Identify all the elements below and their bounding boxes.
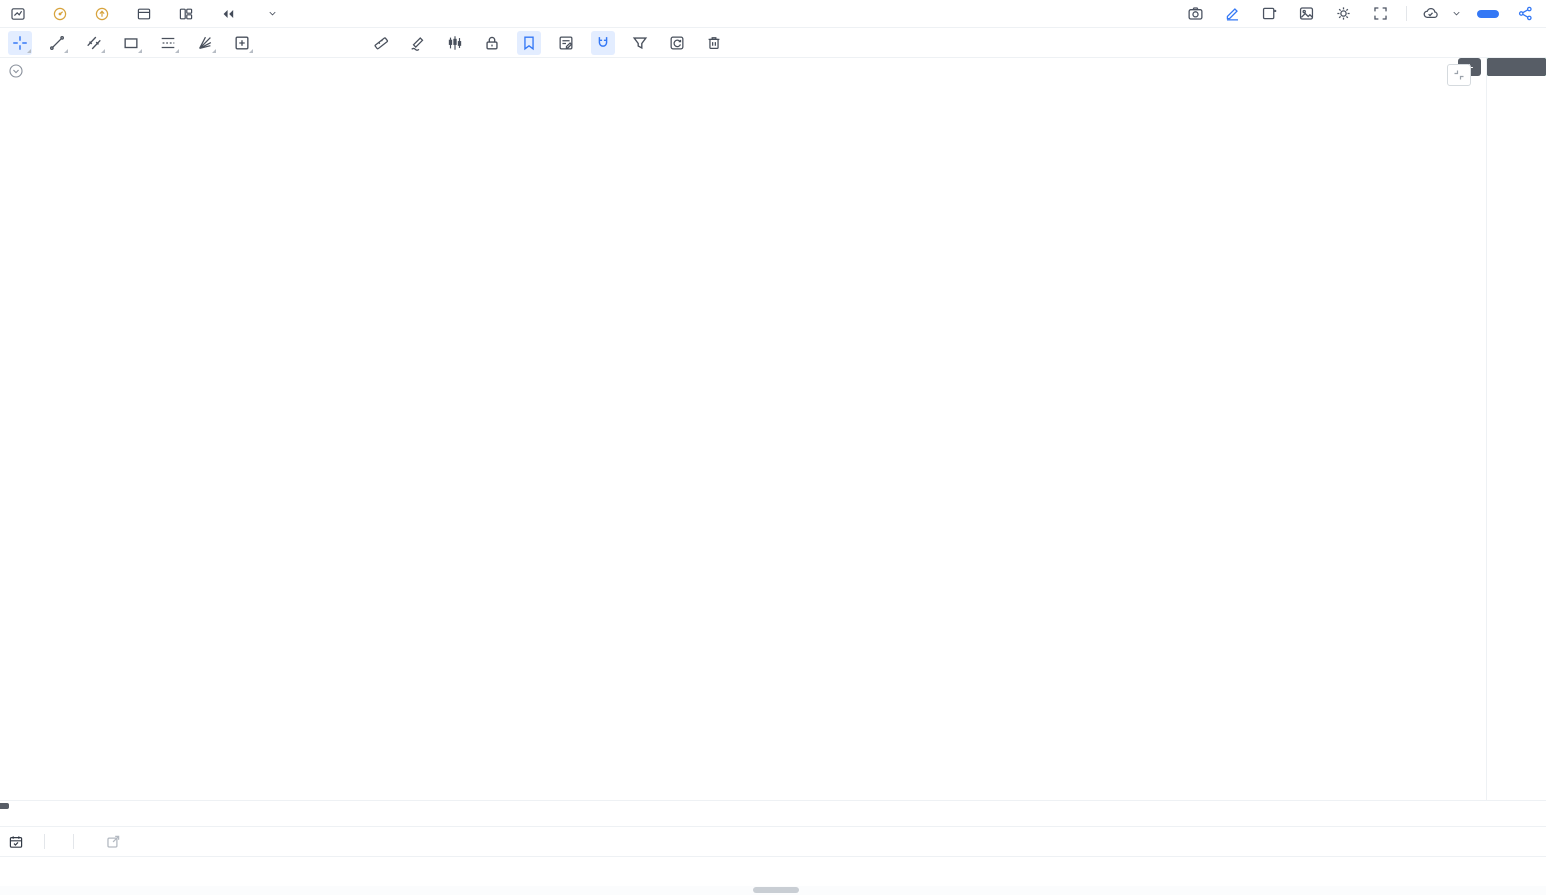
fullscreen-button[interactable] [1369,3,1391,25]
scrollbar-thumb[interactable] [753,887,799,893]
chevron-down-icon [1453,11,1460,16]
time-axis[interactable] [0,800,1546,826]
bottom-period-bar [0,856,1546,886]
gann-fan-icon [199,36,212,49]
trend-line-icon [50,35,64,50]
settings-button[interactable] [1332,3,1354,25]
rectangle-icon [124,37,138,48]
cloud-document-menu[interactable] [1422,5,1462,22]
add-window-button[interactable] [1258,3,1280,25]
collapse-circle-icon[interactable] [8,63,24,79]
refresh-objects-tool-button[interactable] [665,31,689,55]
parallel-channel-icon [87,36,101,49]
expand-icon [1373,7,1387,20]
funnel-icon [632,36,648,49]
kline-analysis-button[interactable] [1477,9,1499,18]
signal-arrow-icon [95,7,109,20]
gear-icon [1336,7,1350,20]
chart-area: + [0,58,1546,800]
winrate-menu-button[interactable] [52,6,73,22]
multi-window-icon [179,8,193,19]
indicator-menu-button[interactable] [10,6,31,22]
price-axis[interactable] [1486,58,1546,800]
lock-tool-button[interactable] [480,31,504,55]
object-refresh-icon [670,36,684,49]
bookmark-tool-button[interactable] [517,30,541,55]
external-link-icon [106,835,119,848]
crosshair-icon [13,35,27,50]
crosshair-time-badge [0,803,9,809]
edit-pencil-button[interactable] [1221,3,1243,25]
horizontal-scrollbar[interactable] [0,886,1546,895]
filter-tool-button[interactable] [628,31,652,55]
image-export-button[interactable] [1295,3,1317,25]
divider [73,834,74,849]
advanced-menu-button[interactable] [136,6,157,22]
signal-menu-button[interactable] [94,6,115,22]
camera-icon [1187,7,1203,20]
replay-menu-button[interactable] [220,6,241,22]
magnet-icon [598,36,608,47]
restore-pane-button[interactable] [1447,64,1471,86]
top-toolbar [0,0,1546,28]
brush-tool-button[interactable] [406,31,430,55]
rewind-icon [223,9,234,18]
chevron-down-icon [269,11,276,16]
restore-corner-icon [1454,70,1464,80]
export-panel-button[interactable] [102,831,124,853]
crosshair-tool-button[interactable] [8,30,32,55]
advanced-window-icon [137,8,151,19]
brush-icon [411,36,424,51]
rectangle-tool-button[interactable] [119,31,143,55]
magnet-tool-button[interactable] [591,30,615,55]
window-plus-icon [1262,7,1276,20]
share-button[interactable] [1514,3,1536,25]
trendline-tool-button[interactable] [45,31,69,55]
frame-plus-icon [235,35,249,50]
scale-controls [1500,827,1536,857]
ohlc-info-bar [8,63,97,79]
gauge-icon [53,7,67,20]
calendar-check-icon [9,835,23,848]
locate-to-button[interactable] [8,834,30,850]
screenshot-camera-button[interactable] [1184,3,1206,25]
parallel-channel-tool-button[interactable] [82,31,106,55]
trash-icon [708,36,720,49]
bookmark-icon [524,35,534,50]
share-nodes-icon [1518,6,1532,21]
pattern-tool-button[interactable] [443,31,467,55]
text-frame-tool-button[interactable] [230,31,254,55]
note-edit-tool-button[interactable] [554,31,578,55]
lock-icon [486,36,498,50]
period-menu-button[interactable] [262,8,278,19]
delete-tool-button[interactable] [702,31,726,55]
crosshair-price-badge [1487,58,1546,76]
gann-fan-tool-button[interactable] [193,31,217,55]
measure-tool-button[interactable] [369,31,393,55]
ruler-icon [374,36,389,49]
candlestick-icon [448,35,462,50]
drawing-toolbar [0,28,1546,58]
fib-lines-icon [161,37,175,48]
chart-indicator-icon [11,7,25,20]
image-icon [1299,7,1313,20]
candlestick-chart[interactable] [0,58,1546,800]
indicator-toolbar [0,826,1546,856]
multiwindow-menu-button[interactable] [178,6,199,22]
fib-retracement-tool-button[interactable] [156,31,180,55]
document-edit-icon [559,36,573,49]
cloud-check-icon [1423,7,1438,18]
pencil-icon [1226,8,1238,21]
toolbar-divider [1406,6,1407,21]
text-tool-button[interactable] [267,31,273,55]
divider [44,834,45,849]
